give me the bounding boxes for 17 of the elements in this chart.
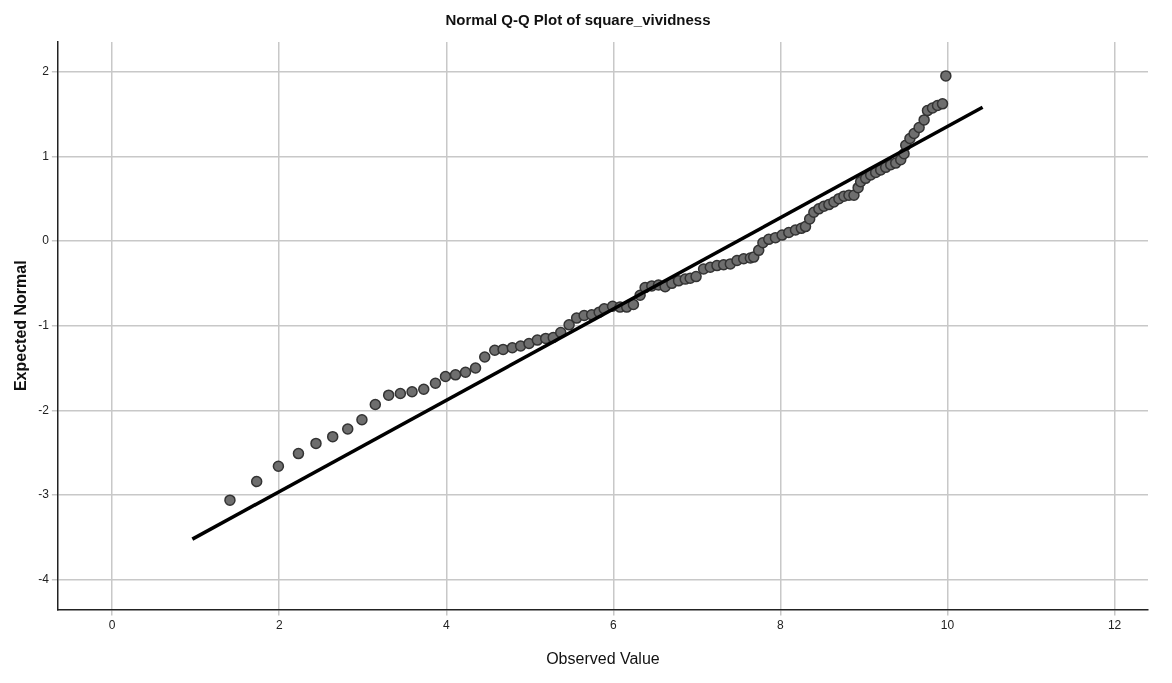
chart-title: Normal Q-Q Plot of square_vividness [445,11,711,29]
x-tick-label: 12 [1107,617,1122,632]
x-tick-label: 10 [940,617,955,632]
y-tick-label: 0 [42,233,50,248]
y-tick-label: 2 [42,63,50,78]
x-axis-title: Observed Value [546,649,660,667]
y-tick-label: -4 [38,572,50,587]
y-tick-label: -1 [38,318,50,333]
y-tick-label: 1 [42,148,50,163]
y-tick-label: -2 [38,402,50,417]
x-tick-label: 6 [610,617,618,632]
x-tick-label: 2 [275,617,283,632]
x-tick-label: 0 [108,617,116,632]
y-axis-title: Expected Normal [12,260,30,392]
y-tick-label: -3 [38,487,50,502]
x-tick-label: 8 [777,617,785,632]
x-tick-label: 4 [442,617,450,632]
